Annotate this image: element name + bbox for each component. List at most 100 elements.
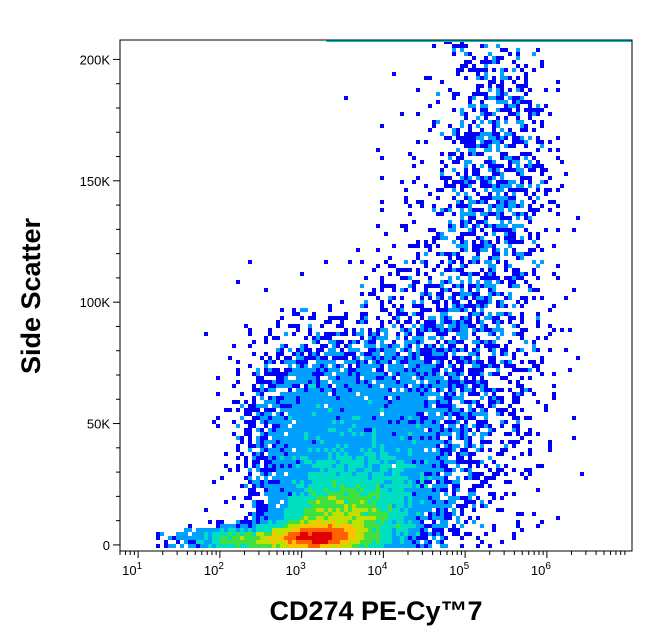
density-dot — [240, 416, 244, 420]
density-dot — [280, 436, 284, 440]
density-dot — [460, 248, 464, 252]
density-dot — [440, 356, 444, 360]
density-dot — [344, 468, 348, 472]
density-dot — [528, 288, 532, 292]
density-dot — [448, 124, 452, 128]
density-dot — [424, 436, 428, 440]
density-dot — [368, 352, 372, 356]
density-dot — [464, 160, 468, 164]
density-dot — [432, 120, 436, 124]
density-dot — [472, 452, 476, 456]
density-dot — [504, 92, 508, 96]
density-dot — [412, 180, 416, 184]
density-dot — [500, 300, 504, 304]
density-dot — [488, 492, 492, 496]
density-dot — [276, 324, 280, 328]
density-dot — [288, 324, 292, 328]
density-dot — [496, 276, 500, 280]
density-dot — [408, 496, 412, 500]
density-dot — [460, 364, 464, 368]
density-dot — [464, 344, 468, 348]
density-dot — [484, 440, 488, 444]
density-dot — [432, 452, 436, 456]
density-dot — [352, 504, 356, 508]
density-dot — [496, 256, 500, 260]
density-dot — [476, 220, 480, 224]
density-dot — [312, 444, 316, 448]
density-dot — [472, 292, 476, 296]
density-dot — [376, 356, 380, 360]
density-dot — [276, 480, 280, 484]
density-dot — [328, 348, 332, 352]
density-dot — [508, 264, 512, 268]
density-dot — [336, 376, 340, 380]
density-dot — [396, 320, 400, 324]
density-dot — [312, 464, 316, 468]
density-dot — [248, 492, 252, 496]
density-dot — [260, 440, 264, 444]
density-dot — [408, 368, 412, 372]
density-dot — [400, 540, 404, 544]
density-dot — [412, 300, 416, 304]
density-dot — [484, 180, 488, 184]
density-dot — [524, 156, 528, 160]
density-dot — [220, 532, 224, 536]
density-dot — [504, 132, 508, 136]
density-dot — [384, 336, 388, 340]
density-dot — [428, 476, 432, 480]
density-dot — [536, 208, 540, 212]
density-dot — [352, 400, 356, 404]
density-dot — [200, 544, 204, 548]
density-dot — [440, 280, 444, 284]
density-dot — [388, 256, 392, 260]
density-dot — [264, 368, 268, 372]
density-dot — [464, 212, 468, 216]
density-dot — [456, 304, 460, 308]
density-dot — [504, 48, 508, 52]
density-dot — [392, 436, 396, 440]
density-dot — [540, 204, 544, 208]
density-dot — [464, 60, 468, 64]
x-tick-label: 103 — [286, 561, 306, 578]
density-dot — [424, 352, 428, 356]
density-dot — [500, 92, 504, 96]
density-dot — [436, 488, 440, 492]
density-dot — [304, 448, 308, 452]
density-dot — [528, 388, 532, 392]
density-dot — [304, 480, 308, 484]
density-dot — [496, 196, 500, 200]
density-dot — [236, 360, 240, 364]
density-dot — [468, 400, 472, 404]
density-dot — [344, 472, 348, 476]
density-dot — [548, 208, 552, 212]
density-dot — [436, 212, 440, 216]
density-dot — [412, 400, 416, 404]
density-dot — [380, 448, 384, 452]
density-dot — [264, 492, 268, 496]
density-dot — [492, 272, 496, 276]
density-dot — [440, 404, 444, 408]
density-dot — [444, 288, 448, 292]
density-dot — [388, 348, 392, 352]
density-dot — [324, 448, 328, 452]
density-dot — [348, 364, 352, 368]
density-dot — [324, 520, 328, 524]
density-dot — [320, 544, 324, 548]
density-dot — [508, 440, 512, 444]
density-dot — [432, 412, 436, 416]
density-dot — [240, 504, 244, 508]
density-dot — [488, 240, 492, 244]
density-dot — [428, 460, 432, 464]
density-dot — [460, 176, 464, 180]
density-dot — [528, 220, 532, 224]
density-dot — [428, 516, 432, 520]
density-dot — [356, 356, 360, 360]
density-dot — [380, 376, 384, 380]
density-dot — [556, 156, 560, 160]
density-dot — [284, 456, 288, 460]
density-dot — [516, 108, 520, 112]
density-dot — [504, 232, 508, 236]
density-dot — [416, 388, 420, 392]
density-dot — [488, 84, 492, 88]
density-dot — [444, 432, 448, 436]
